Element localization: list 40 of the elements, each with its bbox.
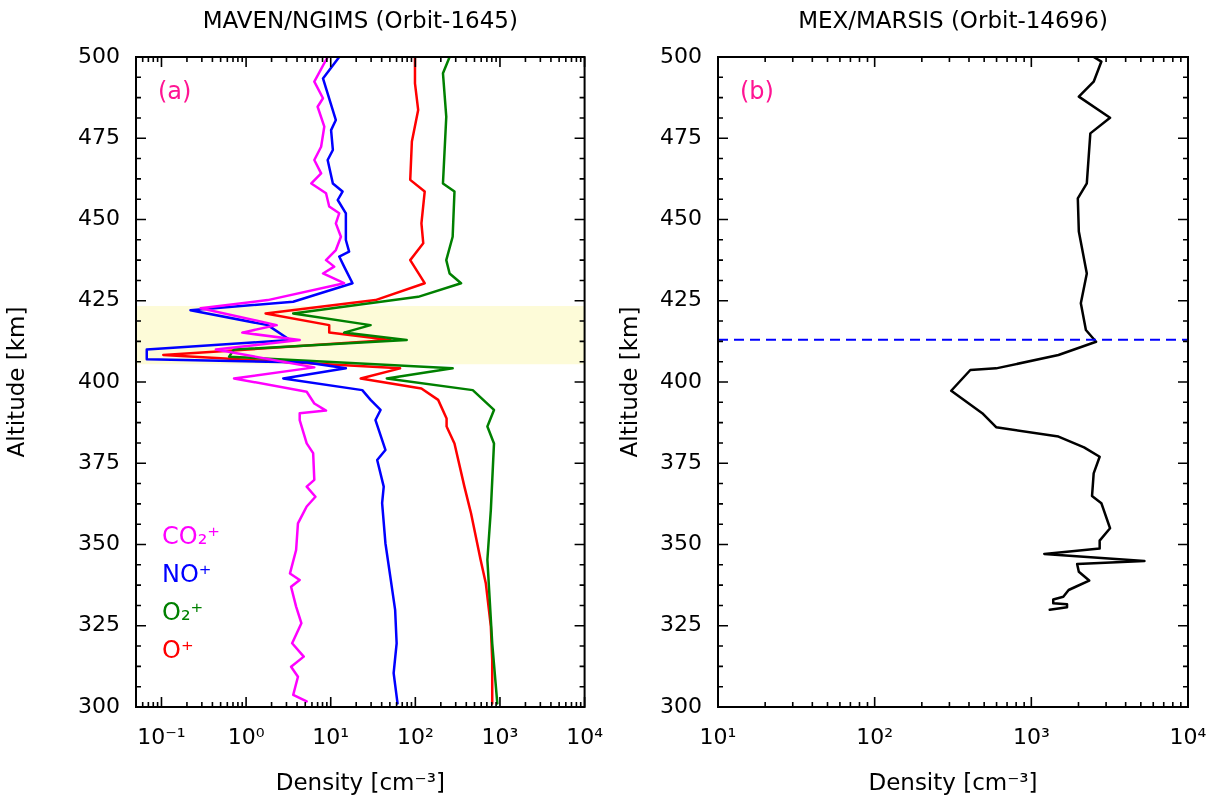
x-tick-label: 10⁴ bbox=[566, 723, 604, 749]
y-tick-label: 325 bbox=[78, 611, 120, 637]
x-tick-label: 10¹ bbox=[699, 723, 737, 749]
x-tick-label: 10⁻¹ bbox=[137, 723, 186, 749]
y-tick-label: 425 bbox=[660, 286, 702, 312]
x-tick-label: 10⁰ bbox=[227, 723, 265, 749]
y-tick-label: 425 bbox=[78, 286, 120, 312]
y-tick-label: 450 bbox=[78, 205, 120, 231]
text: CO₂⁺ bbox=[162, 522, 220, 551]
annotation: (b) bbox=[740, 77, 774, 106]
x-tick-label: 10² bbox=[396, 723, 434, 749]
x-axis-title: Density [cm⁻³] bbox=[275, 769, 445, 796]
y-tick-label: 325 bbox=[660, 611, 702, 637]
y-tick-label: 450 bbox=[660, 205, 702, 231]
text: NO⁺ bbox=[162, 560, 212, 589]
x-tick-label: 10³ bbox=[481, 723, 519, 749]
x-tick-label: 10³ bbox=[1012, 723, 1050, 749]
y-tick-label: 300 bbox=[78, 692, 120, 718]
x-tick-label: 10⁴ bbox=[1169, 723, 1207, 749]
y-tick-label: 300 bbox=[660, 692, 702, 718]
y-tick-label: 375 bbox=[78, 448, 120, 474]
y-tick-label: 350 bbox=[78, 530, 120, 556]
y-tick-label: 400 bbox=[78, 367, 120, 393]
annotation: (a) bbox=[158, 77, 192, 106]
y-tick-label: 500 bbox=[78, 42, 120, 68]
y-tick-label: 475 bbox=[660, 123, 702, 149]
x-tick-label: 10¹ bbox=[312, 723, 350, 749]
chart-title: MEX/MARSIS (Orbit-14696) bbox=[798, 6, 1108, 33]
y-axis-title: Altitude [km] bbox=[615, 306, 642, 458]
text: O⁺ bbox=[162, 636, 194, 665]
y-tick-label: 350 bbox=[660, 530, 702, 556]
y-axis-title: Altitude [km] bbox=[2, 306, 29, 458]
y-tick-label: 375 bbox=[660, 448, 702, 474]
y-tick-label: 500 bbox=[660, 42, 702, 68]
y-tick-label: 400 bbox=[660, 367, 702, 393]
chart-title: MAVEN/NGIMS (Orbit-1645) bbox=[202, 6, 518, 33]
x-tick-label: 10² bbox=[856, 723, 894, 749]
y-tick-label: 475 bbox=[78, 123, 120, 149]
x-axis-title: Density [cm⁻³] bbox=[868, 769, 1038, 796]
text: O₂⁺ bbox=[162, 598, 204, 627]
